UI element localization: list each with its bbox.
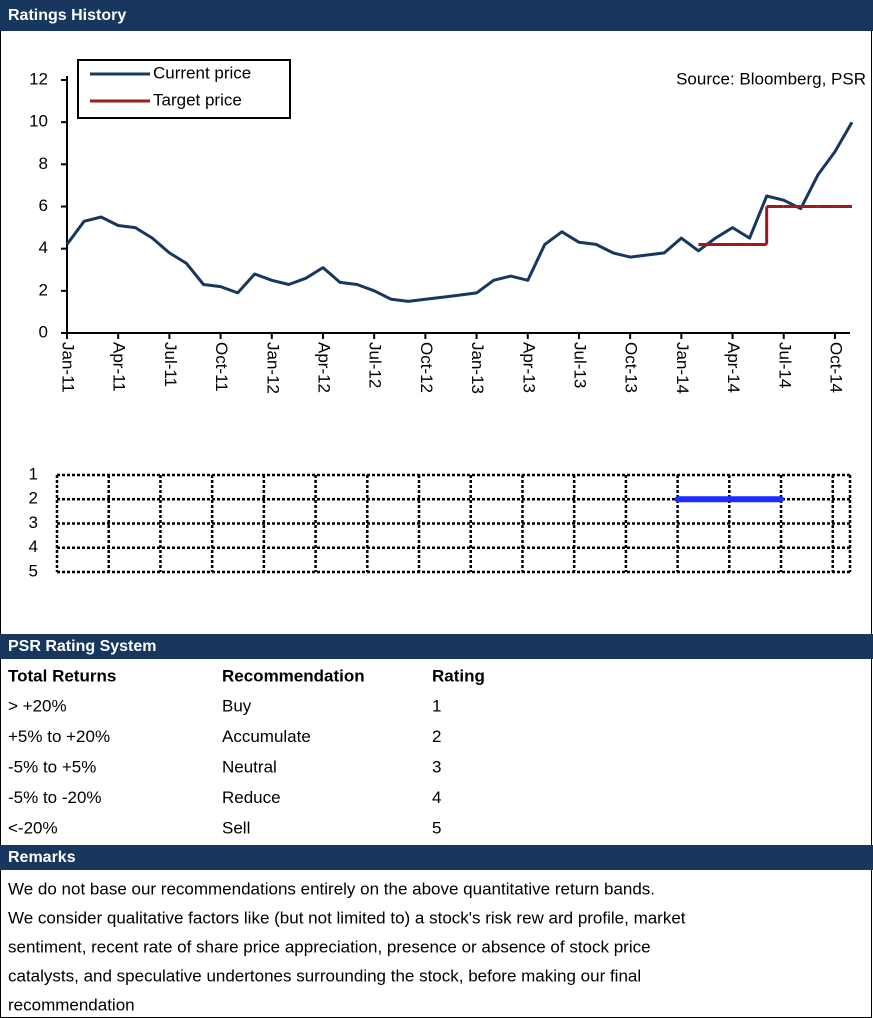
table-cell: Buy xyxy=(222,696,252,715)
x-tick-label: Jul-14 xyxy=(775,342,794,388)
table-cell: <-20% xyxy=(8,818,58,837)
table-cell: 1 xyxy=(432,696,441,715)
x-tick-label: Apr-11 xyxy=(110,342,129,392)
remarks-line: We do not base our recommendations entir… xyxy=(8,879,655,898)
y-tick-label: 3 xyxy=(29,513,38,532)
legend-label: Target price xyxy=(153,90,242,109)
x-tick-label: Jul-11 xyxy=(161,342,180,387)
x-tick-label: Jan-13 xyxy=(468,342,487,394)
table-cell: 5 xyxy=(432,818,441,837)
y-tick-label: 12 xyxy=(29,69,48,88)
price-line xyxy=(65,121,854,303)
x-tick-label: Oct-14 xyxy=(826,342,845,393)
source-note: Source: Bloomberg, PSR xyxy=(676,69,866,88)
x-tick-label: Oct-11 xyxy=(212,342,231,392)
header-title: Ratings History xyxy=(8,7,126,24)
y-tick-label: 4 xyxy=(29,537,38,556)
y-tick-label: 1 xyxy=(29,464,38,483)
x-tick-label: Jul-13 xyxy=(570,342,589,388)
remarks-line: sentiment, recent rate of share price ap… xyxy=(8,937,651,956)
y-tick-label: 6 xyxy=(39,196,48,215)
section-bar xyxy=(0,634,873,659)
legend-label: Current price xyxy=(153,63,251,82)
y-tick-label: 5 xyxy=(29,561,38,580)
y-tick-label: 2 xyxy=(39,280,48,299)
column-header: Total Returns xyxy=(8,666,116,685)
table-cell: 3 xyxy=(432,757,441,776)
y-tick-label: 4 xyxy=(39,238,48,257)
x-tick-label: Oct-12 xyxy=(417,342,436,393)
table-cell: 2 xyxy=(432,727,441,746)
table-cell: -5% to -20% xyxy=(8,788,102,807)
column-header: Rating xyxy=(432,666,485,685)
document-text: Total Returns Recommendation Rating > +20% B… xyxy=(8,666,686,1014)
x-tick-label: Oct-13 xyxy=(622,342,641,393)
table-cell: > +20% xyxy=(8,696,67,715)
remarks-line: We consider qualitative factors like (bu… xyxy=(8,908,686,927)
remarks-line: catalysts, and speculative undertones su… xyxy=(8,966,641,985)
table-cell: Accumulate xyxy=(222,727,311,746)
section-title: PSR Rating System xyxy=(8,638,156,655)
table-cell: +5% to +20% xyxy=(8,727,110,746)
column-header: Recommendation xyxy=(222,666,365,685)
table-cell: 4 xyxy=(432,788,441,807)
section-bar xyxy=(0,845,873,870)
y-tick-label: 10 xyxy=(29,112,48,131)
x-tick-label: Apr-12 xyxy=(314,342,333,393)
table-cell: Neutral xyxy=(222,757,277,776)
x-tick-label: Jan-11 xyxy=(59,342,78,393)
y-tick-label: 8 xyxy=(39,154,48,173)
x-tick-label: Jul-12 xyxy=(366,342,385,388)
y-tick-label: 2 xyxy=(29,489,38,508)
section-title: Remarks xyxy=(8,849,76,866)
x-tick-label: Apr-14 xyxy=(724,342,743,393)
remarks-line: recommendation xyxy=(8,995,135,1014)
y-tick-label: 0 xyxy=(39,322,48,341)
legend-box xyxy=(77,59,291,119)
table-cell: Sell xyxy=(222,818,250,837)
table-cell: Reduce xyxy=(222,788,281,807)
header-bar xyxy=(0,0,873,31)
x-tick-label: Jan-14 xyxy=(673,342,692,394)
table-cell: -5% to +5% xyxy=(8,757,96,776)
x-tick-label: Jan-12 xyxy=(263,342,282,394)
x-tick-label: Apr-13 xyxy=(519,342,538,393)
